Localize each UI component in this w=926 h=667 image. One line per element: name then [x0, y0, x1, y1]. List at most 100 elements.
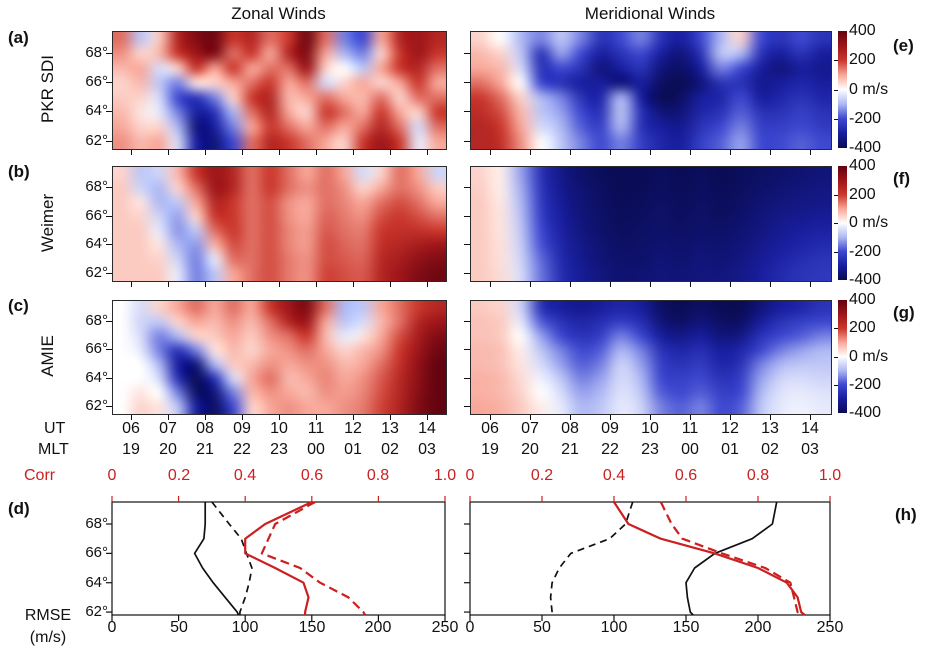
profile-line-h-rmse-dashed — [549, 501, 634, 615]
ut-tick-label: 09 — [601, 420, 619, 437]
ut-tick-label: 07 — [159, 420, 177, 437]
tick-mark — [530, 282, 531, 287]
tick-mark — [464, 111, 470, 112]
mlt-tick-label: 00 — [681, 441, 699, 458]
tick-mark — [730, 150, 731, 155]
lat-tick-label: 64° — [85, 574, 108, 591]
row-label-weimer: Weimer — [38, 193, 57, 253]
lat-tick-label: 64° — [85, 369, 108, 386]
colorbar-tick-label: 400 — [849, 22, 876, 39]
lat-tick-label: 64° — [85, 235, 108, 252]
panel-letter-d: (d) — [8, 499, 30, 518]
mlt-tick-label: 01 — [344, 441, 362, 458]
mlt-tick-label: 01 — [721, 441, 739, 458]
tick-mark — [390, 282, 391, 287]
lat-tick-label: 68° — [85, 44, 108, 61]
tick-mark — [205, 415, 206, 420]
ut-tick-label: 08 — [196, 420, 214, 437]
colorbar-tick-label: 200 — [849, 51, 876, 68]
tick-mark — [353, 150, 354, 155]
ut-tick-label: 11 — [307, 420, 325, 437]
heatmap-amie-zonal — [112, 300, 447, 415]
rmse-axis-label-line1: RMSE — [24, 607, 72, 624]
row-label-pkr-sdi: PKR SDI — [38, 54, 57, 124]
mlt-tick-label: 03 — [418, 441, 436, 458]
corr-tick-label: 0.6 — [674, 467, 698, 484]
lat-tick-label: 66° — [85, 544, 108, 561]
rmse-tick-label: 50 — [533, 619, 551, 636]
mlt-tick-label: 20 — [159, 441, 177, 458]
tick-mark — [834, 90, 838, 91]
tick-mark — [316, 415, 317, 420]
lat-tick-label: 64° — [85, 102, 108, 119]
ut-tick-label: 12 — [344, 420, 362, 437]
colorbar-tick-label: 200 — [849, 319, 876, 336]
mlt-axis-label: MLT — [38, 441, 69, 458]
rmse-tick-label: 150 — [672, 619, 700, 636]
rmse-tick-label: 200 — [744, 619, 772, 636]
ut-tick-label: 07 — [521, 420, 539, 437]
ut-tick-label: 13 — [761, 420, 779, 437]
panel-letter-g: (g) — [893, 303, 915, 322]
tick-mark — [106, 349, 112, 350]
heatmap-pkr-sdi-zonal — [112, 31, 447, 150]
tick-mark — [770, 150, 771, 155]
rmse-tick-label: 100 — [600, 619, 628, 636]
tick-mark — [570, 150, 571, 155]
tick-mark — [131, 415, 132, 420]
tick-mark — [106, 141, 112, 142]
tick-mark — [353, 415, 354, 420]
ut-axis-label: UT — [44, 420, 66, 437]
heatmap-amie-meridional — [470, 300, 832, 415]
tick-mark — [530, 150, 531, 155]
rmse-axis-label-line2: (m/s) — [29, 629, 67, 646]
rmse-tick-label: 0 — [107, 619, 117, 636]
tick-mark — [464, 53, 470, 54]
ut-tick-label: 08 — [561, 420, 579, 437]
profile-line-h-rmse-solid — [685, 501, 778, 616]
tick-mark — [168, 282, 169, 287]
tick-mark — [106, 187, 112, 188]
colorbar-tick-label: 200 — [849, 186, 876, 203]
profile-line-d-rmse-solid — [193, 502, 240, 616]
rmse-tick-label: 0 — [465, 619, 475, 636]
tick-mark — [316, 150, 317, 155]
panel-letter-f: (f) — [893, 169, 910, 188]
tick-mark — [279, 415, 280, 420]
tick-mark — [279, 282, 280, 287]
tick-mark — [168, 415, 169, 420]
corr-tick-label: 1.0 — [433, 467, 457, 484]
tick-mark — [810, 415, 811, 420]
tick-mark — [464, 378, 470, 379]
tick-mark — [106, 378, 112, 379]
mlt-tick-label: 03 — [801, 441, 819, 458]
mlt-tick-label: 19 — [122, 441, 140, 458]
tick-mark — [106, 53, 112, 54]
corr-tick-label: 0.4 — [233, 467, 257, 484]
rmse-tick-label: 150 — [298, 619, 326, 636]
profile-frame-d — [111, 501, 446, 616]
profile-plot-meridional — [464, 496, 831, 621]
tick-mark — [106, 244, 112, 245]
colorbar-tick-label: 0 m/s — [849, 81, 889, 98]
mlt-tick-label: 23 — [270, 441, 288, 458]
lat-tick-label: 68° — [85, 178, 108, 195]
tick-mark — [106, 321, 112, 322]
mlt-tick-label: 21 — [561, 441, 579, 458]
mlt-tick-label: 22 — [233, 441, 251, 458]
tick-mark — [427, 282, 428, 287]
tick-mark — [106, 111, 112, 112]
corr-tick-label: 0.6 — [300, 467, 324, 484]
tick-mark — [490, 415, 491, 420]
rmse-tick-label: 250 — [431, 619, 459, 636]
profile-line-h-corr-solid — [613, 501, 806, 616]
panel-letter-b: (b) — [8, 162, 30, 181]
tick-mark — [810, 150, 811, 155]
mlt-tick-label: 02 — [381, 441, 399, 458]
tick-mark — [106, 273, 112, 274]
tick-mark — [390, 415, 391, 420]
corr-tick-label: 0.2 — [530, 467, 554, 484]
colorbar-tick-label: 400 — [849, 291, 876, 308]
row-label-amie: AMIE — [38, 335, 57, 377]
